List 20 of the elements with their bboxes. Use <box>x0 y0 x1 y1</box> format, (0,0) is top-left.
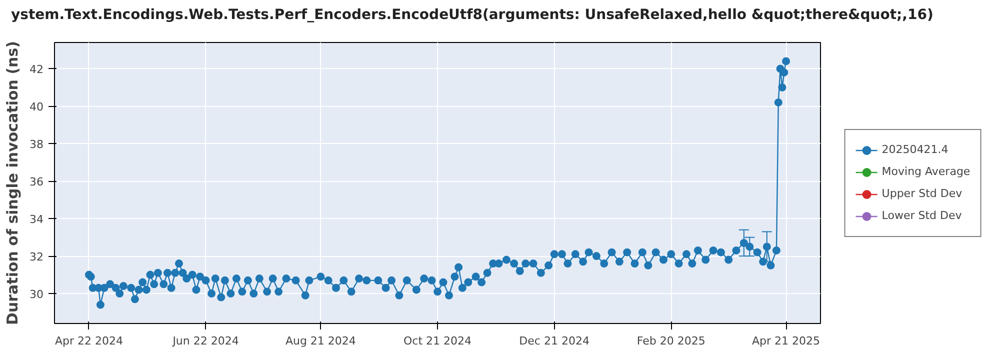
y-tick-label: 40 <box>30 100 44 114</box>
y-axis-title: Duration of single invocation (ns) <box>4 41 22 325</box>
x-tick-label: Oct 21 2024 <box>404 334 472 348</box>
y-tick-label: 32 <box>30 250 44 264</box>
legend-label: Upper Std Dev <box>882 187 962 200</box>
x-tick-label: Apr 22 2024 <box>54 334 123 348</box>
legend-label: 20250421.4 <box>882 143 948 156</box>
y-tick-label: 38 <box>30 138 44 152</box>
x-tick-label: Feb 20 2025 <box>636 334 706 348</box>
x-tick-label: Dec 21 2024 <box>519 334 590 348</box>
legend-label: Moving Average <box>882 165 970 178</box>
legend-label: Lower Std Dev <box>882 209 962 222</box>
y-tick-label: 30 <box>30 288 44 302</box>
x-tick-label: Apr 21 2025 <box>752 334 820 348</box>
y-tick-label: 34 <box>30 213 44 226</box>
y-tick-label: 36 <box>30 176 44 189</box>
x-tick-label: Aug 21 2024 <box>285 334 356 348</box>
y-tick-label: 42 <box>30 63 44 76</box>
chart-title: ystem.Text.Encodings.Web.Tests.Perf_Encoders.EncodeUtf8(arguments: UnsafeRelaxed,hello &quot;there&quot;,16) <box>11 6 934 25</box>
x-tick-label: Jun 22 2024 <box>172 334 239 348</box>
